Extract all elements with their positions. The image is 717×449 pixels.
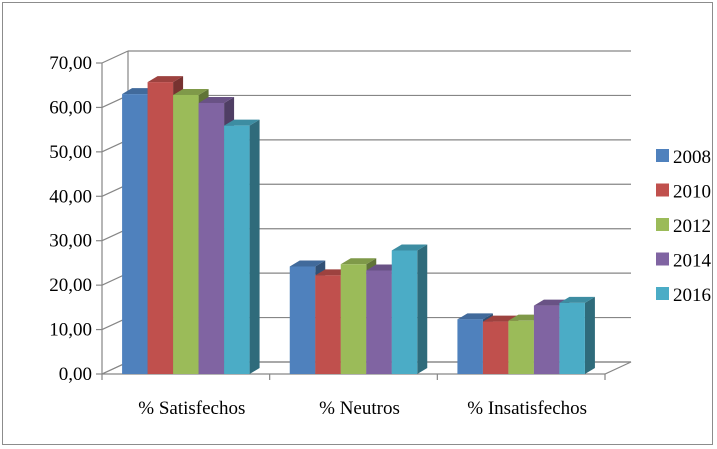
- bar-top: [340, 258, 377, 265]
- gridline-side: [101, 50, 129, 64]
- bar: [122, 94, 148, 374]
- y-tick-label: 40,00: [49, 186, 92, 207]
- bar: [457, 319, 483, 374]
- legend-label: 2016: [673, 285, 711, 306]
- bar: [198, 102, 225, 374]
- bar-top: [391, 244, 428, 251]
- legend-label: 2012: [673, 216, 711, 237]
- bar-top: [457, 313, 493, 320]
- bar-side: [249, 119, 260, 374]
- bar: [559, 302, 585, 374]
- legend-swatch: [656, 218, 669, 231]
- legend-swatch: [656, 252, 669, 266]
- bar-top: [198, 96, 235, 103]
- legend-swatch: [656, 183, 669, 197]
- y-tick-label: 60,00: [49, 97, 92, 118]
- y-tick-label: 10,00: [49, 320, 92, 341]
- bar: [147, 82, 174, 375]
- legend-label: 2014: [673, 251, 712, 272]
- bar: [366, 270, 392, 374]
- legend-swatch: [656, 287, 669, 300]
- bar: [508, 320, 534, 374]
- bar: [173, 94, 199, 374]
- bar-top: [147, 76, 184, 83]
- x-category-label: % Insatisfechos: [467, 398, 587, 419]
- bar-side: [417, 244, 428, 374]
- legend-label: 2008: [673, 147, 711, 168]
- bar: [315, 275, 341, 374]
- x-category-label: % Neutros: [319, 398, 400, 419]
- y-tick-label: 70,00: [49, 53, 92, 74]
- bar-top: [289, 260, 326, 267]
- bar: [340, 264, 367, 374]
- bar-top: [224, 119, 260, 126]
- y-tick-label: 50,00: [49, 142, 92, 163]
- bar: [224, 125, 250, 374]
- bar: [391, 250, 418, 374]
- bar: [482, 321, 509, 374]
- bar-top: [173, 88, 209, 95]
- bar: [289, 266, 316, 374]
- bar-top: [559, 296, 595, 303]
- bar: [533, 305, 560, 374]
- y-tick-label: 30,00: [49, 231, 92, 252]
- legend-swatch: [656, 149, 669, 162]
- y-tick-label: 20,00: [49, 275, 92, 296]
- bar-side: [584, 296, 595, 374]
- x-category-label: % Satisfechos: [138, 398, 245, 419]
- y-tick-label: 0,00: [59, 364, 92, 385]
- legend-label: 2010: [673, 182, 711, 203]
